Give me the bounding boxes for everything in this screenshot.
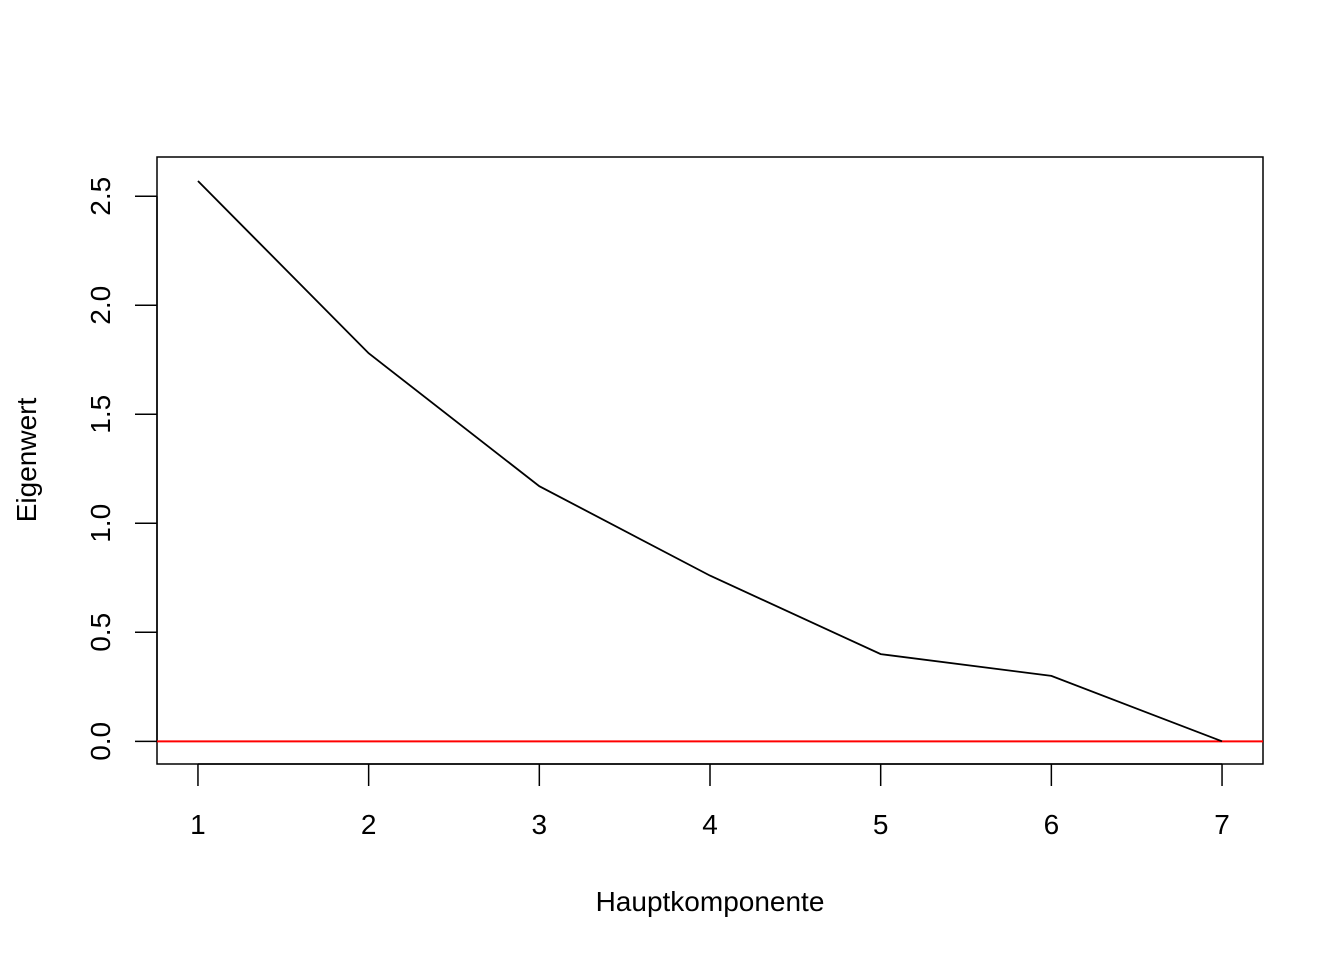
- y-tick-label: 2.5: [85, 177, 116, 216]
- x-tick-label: 6: [1044, 809, 1060, 840]
- y-axis-title: Eigenwert: [11, 398, 42, 523]
- x-axis-title: Hauptkomponente: [596, 886, 825, 917]
- y-tick-label: 0.5: [85, 613, 116, 652]
- plot-marks: [157, 180, 1263, 743]
- x-tick-label: 7: [1214, 809, 1230, 840]
- x-tick-label: 4: [702, 809, 718, 840]
- x-tick-label: 3: [532, 809, 548, 840]
- x-tick-label: 1: [190, 809, 206, 840]
- x-tick-label: 5: [873, 809, 889, 840]
- x-axis: 1 2 3 4 5 6 7: [190, 763, 1230, 840]
- x-tick-label: 2: [361, 809, 377, 840]
- y-tick-label: 0.0: [85, 722, 116, 761]
- series-line: [197, 180, 1223, 743]
- y-tick-label: 1.5: [85, 395, 116, 434]
- y-tick-label: 2.0: [85, 286, 116, 325]
- y-axis: 0.0 0.5 1.0 1.5 2.0 2.5: [85, 177, 158, 761]
- y-tick-label: 1.0: [85, 504, 116, 543]
- plot-frame: [156, 156, 1264, 765]
